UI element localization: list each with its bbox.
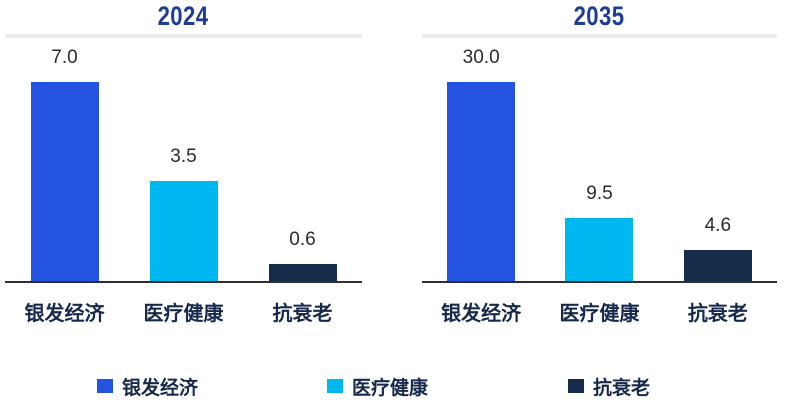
category-label-银发经济: 银发经济 (24, 303, 105, 325)
bar-value-label: 7.0 (51, 47, 78, 68)
category-axis-2024: 银发经济 医疗健康 抗衰老 (5, 283, 362, 326)
bar-value-label: 3.5 (170, 146, 197, 167)
chart-title-text: 2024 (158, 1, 209, 31)
legend-label: 医疗健康 (352, 377, 429, 399)
bar-group-医疗健康: 3.5 (124, 38, 243, 281)
bar-group-医疗健康: 9.5 (540, 38, 658, 281)
bar-group-抗衰老: 4.6 (659, 38, 777, 281)
bar-value-label: 4.6 (704, 215, 732, 236)
legend-label: 抗衰老 (593, 377, 651, 399)
title-divider-line (422, 34, 777, 38)
chart-legend: 银发经济 医疗健康 抗衰老 (0, 374, 788, 399)
chart-title-2035: 2035 (422, 0, 777, 32)
chart-panel-2024: 2024 7.0 3.5 0.6 银发经济 医疗健康 抗衰老 (5, 0, 362, 326)
category-label-抗衰老: 抗衰老 (687, 303, 748, 325)
category-axis-2035: 银发经济 医疗健康 抗衰老 (422, 283, 777, 326)
plot-area-2035: 30.0 9.5 4.6 (422, 38, 777, 283)
bar-group-银发经济: 7.0 (5, 38, 124, 281)
bar-group-银发经济: 30.0 (422, 38, 540, 281)
category-label-抗衰老: 抗衰老 (272, 303, 333, 325)
bar-银发经济 (30, 82, 99, 281)
legend-item-医疗健康: 医疗健康 (327, 374, 429, 399)
bar-value-label: 30.0 (462, 47, 500, 68)
bar-抗衰老 (683, 250, 752, 281)
bar-group-抗衰老: 0.6 (243, 38, 362, 281)
legend-swatch-icon (568, 379, 584, 393)
legend-swatch-icon (327, 379, 343, 393)
category-label-银发经济: 银发经济 (441, 303, 522, 325)
bar-医疗健康 (149, 181, 218, 281)
plot-area-2024: 7.0 3.5 0.6 (5, 38, 362, 283)
legend-item-抗衰老: 抗衰老 (568, 374, 651, 399)
chart-title-2024: 2024 (5, 0, 362, 32)
title-divider-line (5, 34, 362, 38)
bar-value-label: 0.6 (289, 229, 316, 250)
legend-label: 银发经济 (122, 377, 199, 399)
category-label-医疗健康: 医疗健康 (559, 303, 640, 325)
chart-title-text: 2035 (574, 1, 625, 31)
bar-银发经济 (447, 82, 516, 281)
bar-value-label: 9.5 (586, 183, 613, 204)
chart-panel-2035: 2035 30.0 9.5 4.6 银发经济 医疗健康 抗衰老 (422, 0, 777, 326)
bar-抗衰老 (268, 264, 337, 281)
legend-swatch-icon (97, 379, 113, 393)
legend-item-银发经济: 银发经济 (97, 374, 199, 399)
category-label-医疗健康: 医疗健康 (143, 303, 224, 325)
bar-医疗健康 (565, 218, 634, 281)
